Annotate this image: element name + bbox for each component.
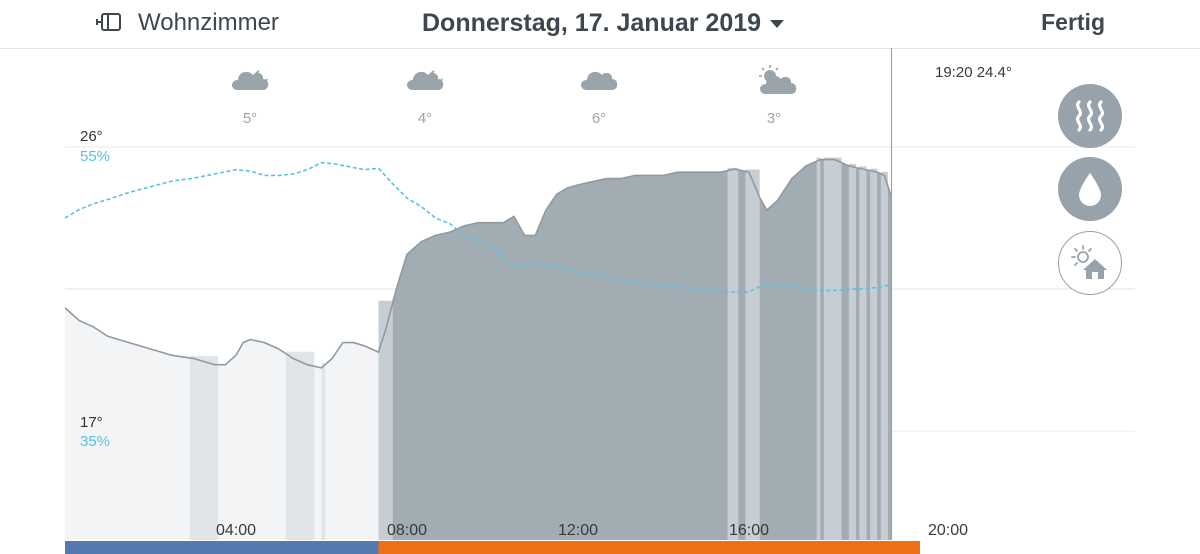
cloud-icon [581, 71, 618, 90]
cloud-moon-icon [232, 70, 269, 90]
highlight-bands-heating [378, 157, 888, 540]
temperature-area-idle [65, 307, 379, 540]
humidity-toggle-button[interactable] [1058, 157, 1122, 221]
highlight-band [285, 351, 315, 540]
weather-row: 5° 4° 6° 3° [232, 65, 797, 127]
date-selector[interactable]: Donnerstag, 17. Januar 2019 [422, 9, 785, 38]
sun-house-toggle-button[interactable] [1058, 231, 1122, 295]
highlight-band [859, 166, 867, 540]
highlight-band [189, 355, 219, 540]
x-tick-label: 04:00 [216, 522, 256, 539]
climate-chart: 19:20 24.4° 26° 55% 17° 35% 5° 4° 6° [65, 48, 1135, 554]
weather-temp: 5° [243, 110, 257, 127]
heating-toggle-button[interactable] [1058, 84, 1122, 148]
weather-temp: 6° [592, 110, 606, 127]
date-label: Donnerstag, 17. Januar 2019 [422, 9, 762, 37]
humidity-line [65, 161, 892, 293]
highlight-band [321, 362, 326, 540]
heating-icon [1076, 100, 1104, 132]
highlight-band [727, 167, 739, 540]
x-tick-label: 20:00 [928, 522, 968, 539]
weather-temp: 3° [767, 110, 781, 127]
highlight-band [870, 168, 878, 540]
temperature-line [65, 158, 893, 369]
x-tick-label: 16:00 [729, 522, 769, 539]
header-bar: Wohnzimmer Donnerstag, 17. Januar 2019 F… [0, 0, 1200, 49]
temperature-area-heating [378, 159, 892, 540]
heating-on-bar [378, 541, 920, 554]
sun-house-icon [1071, 245, 1107, 279]
highlight-band [848, 163, 856, 540]
window-icon [96, 13, 121, 31]
x-axis-labels: 04:00 08:00 12:00 16:00 20:00 [216, 522, 968, 539]
highlight-band [378, 300, 393, 540]
highlight-bands-idle [189, 351, 326, 540]
highlight-band [823, 157, 842, 540]
temp-bottom-label: 17° [80, 414, 103, 431]
room-label: Wohnzimmer [138, 9, 279, 36]
current-readout: 19:20 24.4° [935, 64, 1012, 81]
humidity-bottom-label: 35% [80, 433, 110, 450]
done-button[interactable]: Fertig [1041, 9, 1105, 35]
cloud-moon-icon [407, 70, 444, 90]
x-tick-label: 12:00 [558, 522, 598, 539]
heating-off-bar [65, 541, 379, 554]
humidity-top-label: 55% [80, 148, 110, 165]
highlight-band [880, 171, 888, 540]
temp-top-label: 26° [80, 128, 103, 145]
caret-down-icon [770, 19, 785, 28]
humidity-drop-icon [1079, 173, 1101, 206]
highlight-band [745, 169, 760, 540]
weather-temp: 4° [418, 110, 432, 127]
x-tick-label: 08:00 [387, 522, 427, 539]
room-selector[interactable]: Wohnzimmer [96, 9, 279, 37]
highlight-band [816, 157, 821, 540]
cloud-sun-icon [759, 65, 797, 94]
